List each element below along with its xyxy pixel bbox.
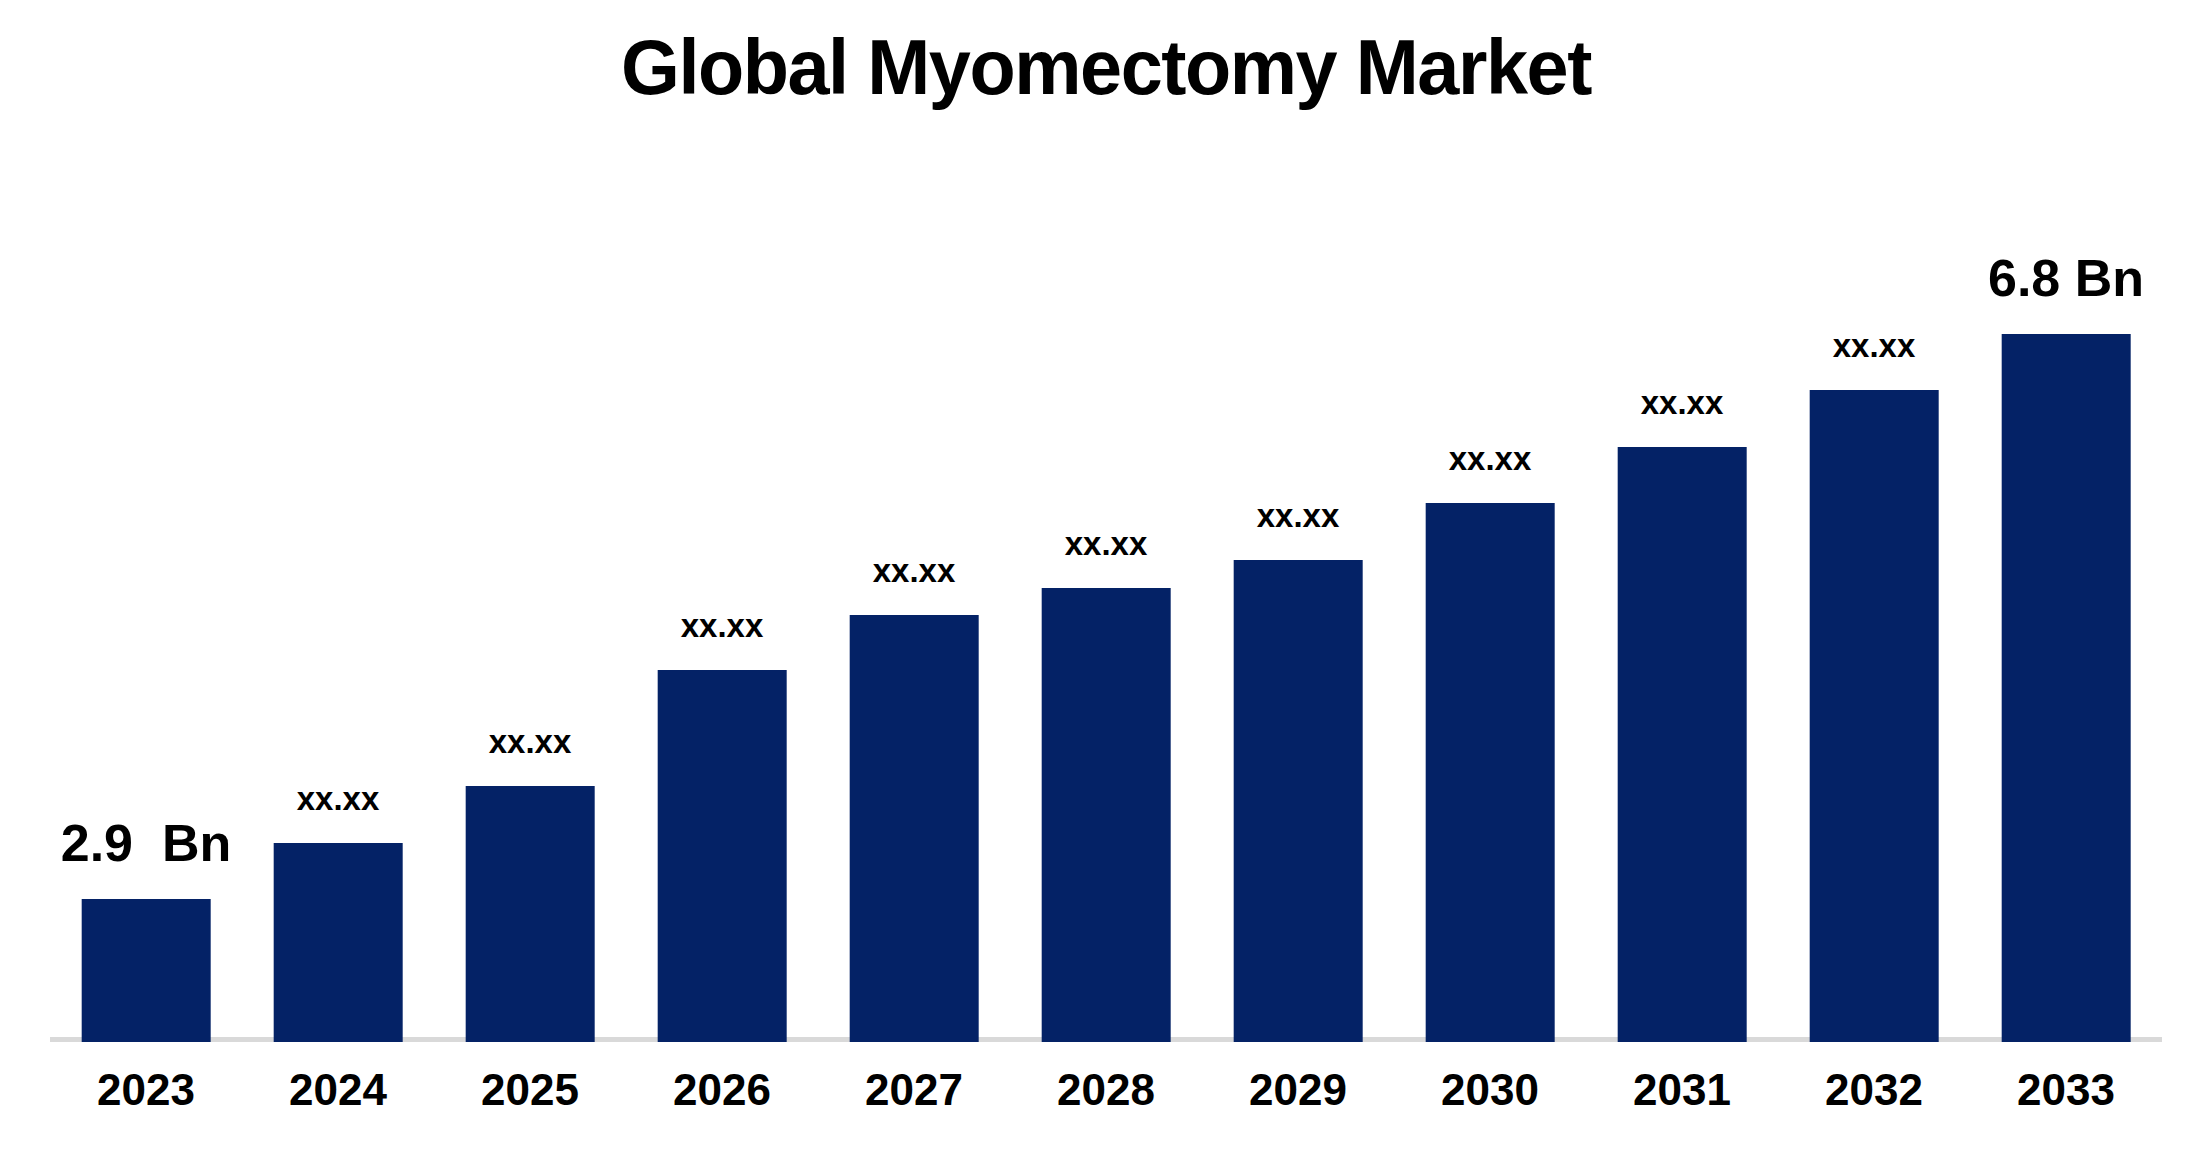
bar-slot: 6.8 Bn — [1970, 212, 2162, 1042]
bar-slot: xx.xx — [1778, 212, 1970, 1042]
bar-slot: xx.xx — [242, 212, 434, 1042]
bar-slot: 2.9 Bn — [50, 212, 242, 1042]
bar-value-label: xx.xx — [297, 782, 380, 815]
bar-2027 — [850, 615, 979, 1042]
bar-2029 — [1234, 560, 1363, 1042]
x-axis-label: 2033 — [1970, 1068, 2162, 1112]
chart-title: Global Myomectomy Market — [621, 22, 1591, 113]
bar-value-label: 6.8 Bn — [1988, 252, 2144, 304]
bar-2033 — [2002, 334, 2131, 1042]
bar-value-label: xx.xx — [873, 554, 956, 587]
bar-slot: xx.xx — [1586, 212, 1778, 1042]
bar-2028 — [1042, 588, 1171, 1042]
bar-value-label: xx.xx — [1833, 329, 1916, 362]
x-axis-label: 2028 — [1010, 1068, 1202, 1112]
bar-2030 — [1426, 503, 1555, 1042]
chart-canvas: Global Myomectomy Market 2.9 Bn xx.xx xx.x… — [0, 0, 2211, 1155]
x-axis-label: 2031 — [1586, 1068, 1778, 1112]
bar-series: 2.9 Bn xx.xx xx.xx xx.xx xx.xx xx.xx xx.xx xx.x… — [50, 212, 2162, 1042]
bar-2023 — [82, 899, 211, 1042]
bar-value-label: xx.xx — [489, 725, 572, 758]
bar-2025 — [466, 786, 595, 1042]
x-axis-label: 2024 — [242, 1068, 434, 1112]
bar-slot: xx.xx — [1394, 212, 1586, 1042]
x-axis-label: 2032 — [1778, 1068, 1970, 1112]
x-axis-label: 2027 — [818, 1068, 1010, 1112]
bar-value-label: xx.xx — [681, 609, 764, 642]
x-axis-label: 2023 — [50, 1068, 242, 1112]
x-axis-labels: 2023202420252026202720282029203020312032… — [50, 1068, 2162, 1112]
x-axis-label: 2026 — [626, 1068, 818, 1112]
bar-slot: xx.xx — [818, 212, 1010, 1042]
plot-area: 2.9 Bn xx.xx xx.xx xx.xx xx.xx xx.xx xx.xx xx.x… — [50, 212, 2162, 1042]
bar-value-label: xx.xx — [1257, 499, 1340, 532]
bar-value-label: xx.xx — [1641, 386, 1724, 419]
bar-value-label: xx.xx — [1449, 442, 1532, 475]
bar-slot: xx.xx — [434, 212, 626, 1042]
bar-slot: xx.xx — [1010, 212, 1202, 1042]
x-axis-label: 2029 — [1202, 1068, 1394, 1112]
x-axis-label: 2025 — [434, 1068, 626, 1112]
chart-title-row: Global Myomectomy Market — [0, 22, 2211, 113]
bar-2024 — [274, 843, 403, 1042]
bar-slot: xx.xx — [626, 212, 818, 1042]
bar-2026 — [658, 670, 787, 1042]
bar-value-label: 2.9 Bn — [61, 817, 232, 869]
bar-2032 — [1810, 390, 1939, 1042]
bar-value-label: xx.xx — [1065, 527, 1148, 560]
bar-slot: xx.xx — [1202, 212, 1394, 1042]
bar-2031 — [1618, 447, 1747, 1042]
x-axis-label: 2030 — [1394, 1068, 1586, 1112]
